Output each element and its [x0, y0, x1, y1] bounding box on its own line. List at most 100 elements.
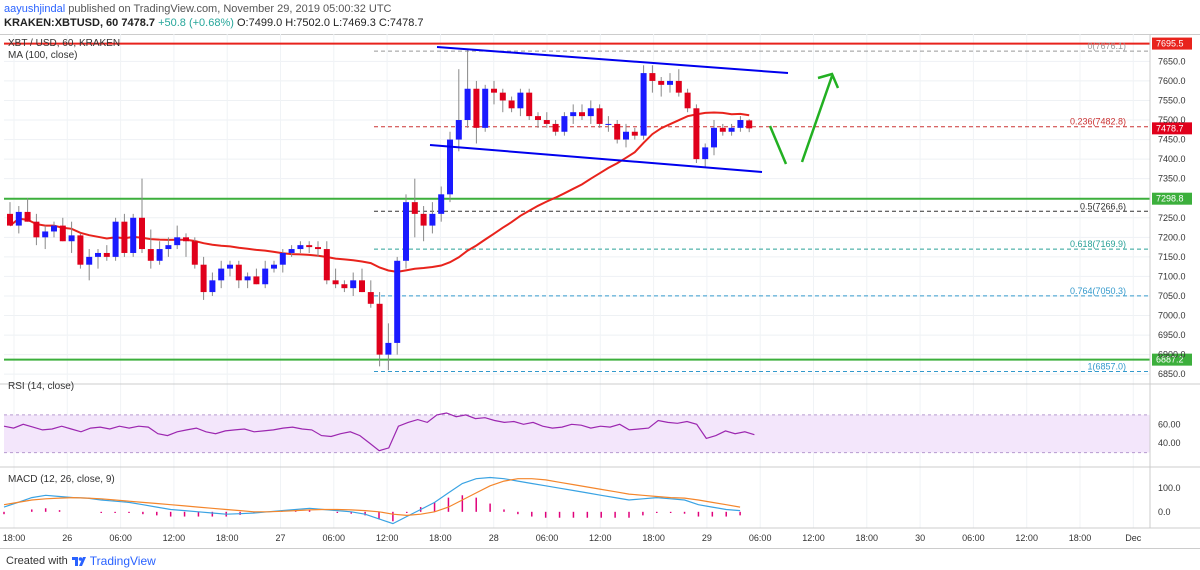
- candle-body: [209, 280, 216, 293]
- macd-legend: MACD (12, 26, close, 9): [8, 474, 115, 485]
- price-tick: 7150.0: [1158, 252, 1186, 262]
- candle-body: [491, 88, 497, 93]
- candle-body: [156, 249, 163, 261]
- candle-body: [649, 73, 656, 81]
- time-tick: 29: [702, 533, 712, 543]
- horizontal-lines: 7695.5 7298.8 6887.2 7478.7: [4, 37, 1192, 366]
- candle-body: [693, 108, 700, 160]
- price-tick: 6950.0: [1158, 330, 1186, 340]
- grid: [4, 34, 1150, 528]
- candle-body: [429, 213, 436, 226]
- time-tick: 12:00: [1015, 533, 1038, 543]
- candle-body: [86, 256, 93, 265]
- candle-body: [543, 120, 550, 124]
- author-link[interactable]: aayushjindal: [4, 3, 66, 15]
- channel-top-line: [436, 46, 789, 74]
- candle-body: [579, 112, 585, 117]
- chart-title: XBT / USD, 60, KRAKEN: [8, 38, 120, 49]
- candle-body: [42, 231, 49, 238]
- candle-body: [315, 247, 321, 250]
- time-tick: 18:00: [3, 533, 26, 543]
- candle-body: [455, 120, 462, 140]
- candle-body: [737, 120, 744, 128]
- candle-body: [51, 225, 57, 232]
- price-chart[interactable]: 7695.5 7298.8 6887.2 7478.7 0(7676.1) 0.236(…: [0, 34, 1200, 548]
- candle-body: [7, 213, 13, 226]
- price-tick: 7000.0: [1158, 311, 1186, 321]
- candle-body: [631, 131, 638, 136]
- candle-body: [746, 120, 753, 129]
- candle-body: [411, 202, 418, 214]
- price-tick: 7550.0: [1158, 95, 1186, 105]
- candle-body: [24, 211, 31, 222]
- time-tick: 06:00: [536, 533, 559, 543]
- price-tick: 7500.0: [1158, 115, 1186, 125]
- tradingview-brand[interactable]: TradingView: [89, 554, 156, 568]
- time-axis: 18:00 26 06:00 12:00 18:00 27 06:00 12:00 18:00 2…: [3, 533, 1142, 543]
- candle-body: [244, 276, 251, 281]
- price-tick: 7250.0: [1158, 213, 1186, 223]
- price-tick: 6900.0: [1158, 350, 1186, 360]
- symbol-info: KRAKEN:XBTUSD, 60 7478.7 +50.8 (+0.68%) …: [4, 17, 424, 29]
- candle-body: [253, 276, 260, 285]
- candle-body: [112, 221, 119, 257]
- up-arrow: [800, 75, 834, 163]
- candle-body: [570, 112, 577, 117]
- candle-body: [200, 264, 207, 293]
- level-badge: [1152, 192, 1192, 205]
- candle-body: [341, 284, 348, 289]
- candle-body: [15, 211, 22, 226]
- candle-body: [323, 249, 330, 281]
- candle-body: [68, 235, 75, 242]
- candle-body: [297, 245, 304, 250]
- candle-body: [587, 108, 594, 117]
- candle-body: [667, 80, 673, 85]
- publish-text: published on TradingView.com, November 2…: [68, 3, 392, 15]
- price-change: +50.8 (+0.68%): [158, 17, 234, 29]
- fib-levels: 0(7676.1) 0.236(7482.8) 0.5(7266.6) 0.618(7…: [374, 41, 1150, 372]
- candle-body: [614, 123, 621, 140]
- fib-label: 0.236(7482.8): [1070, 117, 1126, 127]
- price-tick: 7650.0: [1158, 56, 1186, 66]
- candle-body: [121, 221, 128, 253]
- candle-body: [728, 127, 735, 132]
- candle-body: [499, 92, 506, 101]
- candle-body: [508, 100, 515, 109]
- candle-body: [59, 225, 66, 242]
- rsi-band: [4, 414, 1150, 453]
- candle-body: [103, 252, 110, 257]
- price-axis: 7650.0 7600.0 7550.0 7500.0 7450.0 7400.0 7350…: [0, 34, 1200, 529]
- candle-body: [165, 245, 172, 250]
- candle-body: [684, 92, 691, 109]
- symbol-name: KRAKEN:XBTUSD, 60: [4, 17, 119, 29]
- rsi-tick: 40.00: [1158, 438, 1181, 448]
- candle-body: [561, 116, 568, 132]
- legends: XBT / USD, 60, KRAKEN MA (100, close) RS…: [8, 38, 120, 485]
- candle-body: [385, 342, 392, 355]
- candle-body: [147, 249, 154, 261]
- price-tick: 6850.0: [1158, 369, 1186, 379]
- rsi-tick: 60.00: [1158, 419, 1181, 429]
- candle-body: [640, 73, 647, 136]
- candles: [7, 49, 753, 371]
- time-tick: 27: [275, 533, 285, 543]
- price-tick: 7200.0: [1158, 232, 1186, 242]
- price-tick: 7350.0: [1158, 174, 1186, 184]
- candle-body: [77, 235, 84, 265]
- last-price: 7478.7: [121, 17, 156, 29]
- level-badge: [1152, 353, 1192, 366]
- fib-label: 0.764(7050.3): [1070, 286, 1126, 296]
- candle-body: [262, 268, 269, 285]
- footer: Created with TradingView: [0, 548, 1200, 570]
- candle-body: [174, 237, 181, 246]
- candle-body: [719, 127, 726, 132]
- candle-body: [235, 264, 242, 281]
- time-tick: 28: [489, 533, 499, 543]
- candle-body: [376, 303, 383, 355]
- candle-body: [332, 280, 339, 285]
- candle-body: [33, 221, 40, 238]
- time-tick: 18:00: [216, 533, 239, 543]
- time-tick: 06:00: [749, 533, 772, 543]
- last-price-label: 7478.7: [1156, 123, 1184, 133]
- time-tick: 06:00: [109, 533, 132, 543]
